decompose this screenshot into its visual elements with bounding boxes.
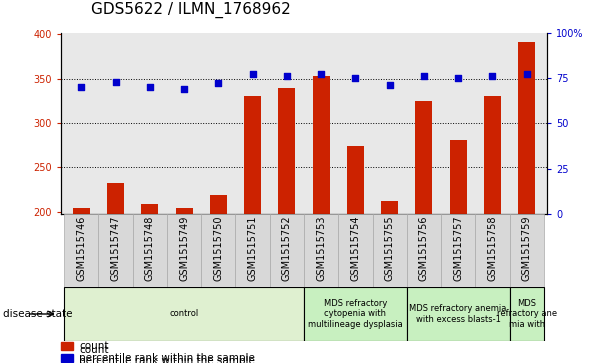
FancyBboxPatch shape [510, 214, 544, 290]
Text: GSM1515747: GSM1515747 [111, 216, 120, 281]
Point [454, 75, 463, 81]
Point [247, 72, 257, 77]
Text: GSM1515749: GSM1515749 [179, 216, 189, 281]
Bar [107, 183, 124, 214]
Text: GSM1515753: GSM1515753 [316, 216, 326, 281]
Bar [484, 97, 501, 214]
Bar [61, 354, 73, 362]
Point [488, 73, 497, 79]
Bar [381, 201, 398, 214]
Text: percentile rank within the sample: percentile rank within the sample [79, 353, 255, 363]
Text: GSM1515748: GSM1515748 [145, 216, 155, 281]
Text: GSM1515756: GSM1515756 [419, 216, 429, 281]
Point [351, 75, 361, 81]
Text: control: control [170, 310, 199, 318]
Bar [518, 42, 535, 214]
Bar [415, 101, 432, 214]
FancyBboxPatch shape [64, 214, 98, 290]
Bar [141, 204, 159, 214]
FancyBboxPatch shape [407, 214, 441, 290]
FancyBboxPatch shape [64, 287, 304, 341]
Text: GSM1515746: GSM1515746 [77, 216, 86, 281]
Text: percentile rank within the sample: percentile rank within the sample [79, 356, 255, 363]
FancyBboxPatch shape [475, 214, 510, 290]
Point [179, 86, 189, 92]
Text: count: count [79, 341, 109, 351]
Bar [73, 208, 90, 214]
Bar [313, 76, 330, 214]
Point [316, 72, 326, 77]
Text: GSM1515754: GSM1515754 [350, 216, 361, 281]
Bar [244, 97, 261, 214]
FancyBboxPatch shape [373, 214, 407, 290]
Text: GSM1515750: GSM1515750 [213, 216, 223, 281]
Text: MDS
refractory ane
mia with: MDS refractory ane mia with [497, 299, 557, 329]
Text: count: count [79, 345, 109, 355]
Bar [278, 87, 295, 214]
FancyBboxPatch shape [510, 287, 544, 341]
Text: GSM1515755: GSM1515755 [385, 216, 395, 281]
Text: GSM1515752: GSM1515752 [282, 216, 292, 281]
Text: GDS5622 / ILMN_1768962: GDS5622 / ILMN_1768962 [91, 2, 291, 18]
FancyBboxPatch shape [441, 214, 475, 290]
Point [385, 82, 395, 88]
FancyBboxPatch shape [167, 214, 201, 290]
Bar [449, 140, 467, 214]
Bar [210, 195, 227, 214]
Point [213, 81, 223, 86]
Bar [176, 208, 193, 214]
Bar [61, 342, 73, 350]
FancyBboxPatch shape [133, 214, 167, 290]
Point [419, 73, 429, 79]
Text: GSM1515751: GSM1515751 [247, 216, 258, 281]
Text: GSM1515757: GSM1515757 [453, 216, 463, 281]
FancyBboxPatch shape [407, 287, 510, 341]
Text: MDS refractory
cytopenia with
multilineage dysplasia: MDS refractory cytopenia with multilinea… [308, 299, 402, 329]
Point [282, 73, 292, 79]
Point [77, 84, 86, 90]
FancyBboxPatch shape [304, 287, 407, 341]
Text: disease state: disease state [3, 309, 72, 319]
Point [145, 84, 154, 90]
Point [522, 72, 531, 77]
Text: GSM1515759: GSM1515759 [522, 216, 531, 281]
FancyBboxPatch shape [201, 214, 235, 290]
FancyBboxPatch shape [304, 214, 338, 290]
Text: MDS refractory anemia
with excess blasts-1: MDS refractory anemia with excess blasts… [409, 304, 507, 324]
Bar [347, 146, 364, 214]
Text: GSM1515758: GSM1515758 [488, 216, 497, 281]
FancyBboxPatch shape [235, 214, 270, 290]
Point [111, 79, 120, 85]
FancyBboxPatch shape [338, 214, 373, 290]
FancyBboxPatch shape [270, 214, 304, 290]
FancyBboxPatch shape [98, 214, 133, 290]
